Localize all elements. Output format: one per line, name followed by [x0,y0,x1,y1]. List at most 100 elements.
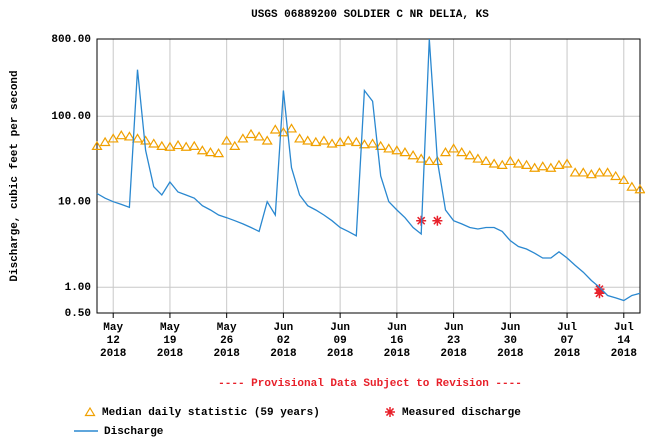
median-marker [472,153,484,163]
median-marker [415,153,427,163]
median-marker [529,162,541,172]
x-tick-label: 30 [504,335,517,347]
x-tick-label: 16 [390,335,403,347]
median-marker [456,146,468,157]
x-tick-label: 2018 [270,348,297,360]
median-marker [172,139,184,150]
x-tick-label: Jun [387,322,407,334]
legend-label: Discharge [104,426,164,438]
median-marker [245,128,257,139]
median-marker [618,174,630,185]
x-tick-label: Jun [273,322,293,334]
x-tick-label: 2018 [327,348,354,360]
legend-label: Median daily statistic (59 years) [102,407,320,419]
legend-marker [385,407,395,417]
legend-label: Measured discharge [402,407,521,419]
x-tick-label: 12 [107,335,120,347]
median-marker [391,145,403,155]
x-tick-label: 2018 [384,348,411,360]
median-marker [366,138,379,148]
x-tick-label: 2018 [213,348,240,360]
plot-frame [96,38,641,314]
median-marker [318,135,330,145]
median-marker [334,136,346,147]
median-marker [358,139,371,149]
median-marker [383,143,395,153]
median-marker [294,133,306,143]
plot-area [97,39,640,313]
x-tick-label: 2018 [440,348,467,360]
x-tick-label: 26 [220,335,233,347]
median-marker [448,143,460,153]
median-marker [585,169,597,179]
median-marker [302,135,314,145]
median-marker [480,155,492,166]
median-marker [545,162,557,172]
chart-title: USGS 06889200 SOLDIER C NR DELIA, KS [251,9,489,21]
median-marker [237,133,249,143]
median-marker [423,155,435,166]
x-tick-label: 02 [277,335,290,347]
median-marker [164,141,176,151]
discharge-line [96,38,641,302]
median-marker [464,150,476,160]
median-marker [213,147,225,158]
x-tick-label: May [217,322,237,334]
median-marker [196,145,208,155]
median-marker [91,140,103,150]
median-marker [626,181,638,191]
median-marker [261,135,273,145]
y-tick-label: 10.00 [58,197,91,209]
median-marker [610,170,622,181]
x-tick-label: 2018 [611,348,638,360]
median-marker [123,131,135,141]
median-marker [375,140,387,150]
median-marker [107,133,119,143]
x-tick-label: 09 [334,335,347,347]
median-marker [229,140,241,150]
median-marker [602,167,614,177]
median-marker [131,133,144,143]
x-tick-label: May [103,322,123,334]
y-tick-label: 0.50 [65,308,91,320]
annotation: ---- Provisional Data Subject to Revisio… [218,378,522,390]
y-tick-label: 800.00 [51,34,91,46]
median-marker [407,150,419,160]
y-axis-label: Discharge, cubic feet per second [9,70,21,281]
legend-marker [84,406,96,417]
y-tick-label: 100.00 [51,111,91,123]
median-marker [399,146,411,157]
x-tick-label: Jul [614,322,634,334]
median-marker [253,131,265,141]
median-marker [188,140,200,150]
x-tick-label: Jun [330,322,350,334]
x-tick-label: 07 [560,335,573,347]
x-tick-label: May [160,322,180,334]
x-tick-label: 23 [447,335,461,347]
median-marker [577,167,589,177]
median-marker [553,159,565,169]
median-marker [99,136,111,147]
median-marker [496,159,508,169]
x-tick-label: 2018 [497,348,524,360]
x-tick-label: 14 [617,335,631,347]
x-tick-label: 2018 [554,348,581,360]
median-marker [310,136,322,147]
x-tick-label: Jun [500,322,520,334]
median-marker [569,167,581,177]
median-marker [512,158,524,168]
measured-marker [594,288,605,299]
median-marker [488,158,500,168]
x-tick-label: 2018 [100,348,127,360]
x-tick-label: Jul [557,322,577,334]
median-marker [350,136,362,147]
median-marker [326,138,338,148]
y-tick-label: 1.00 [65,282,91,294]
median-marker [537,161,549,171]
x-tick-label: 2018 [157,348,184,360]
median-marker [156,140,168,150]
median-marker [439,146,452,157]
median-marker [221,135,233,145]
median-marker [180,141,192,151]
